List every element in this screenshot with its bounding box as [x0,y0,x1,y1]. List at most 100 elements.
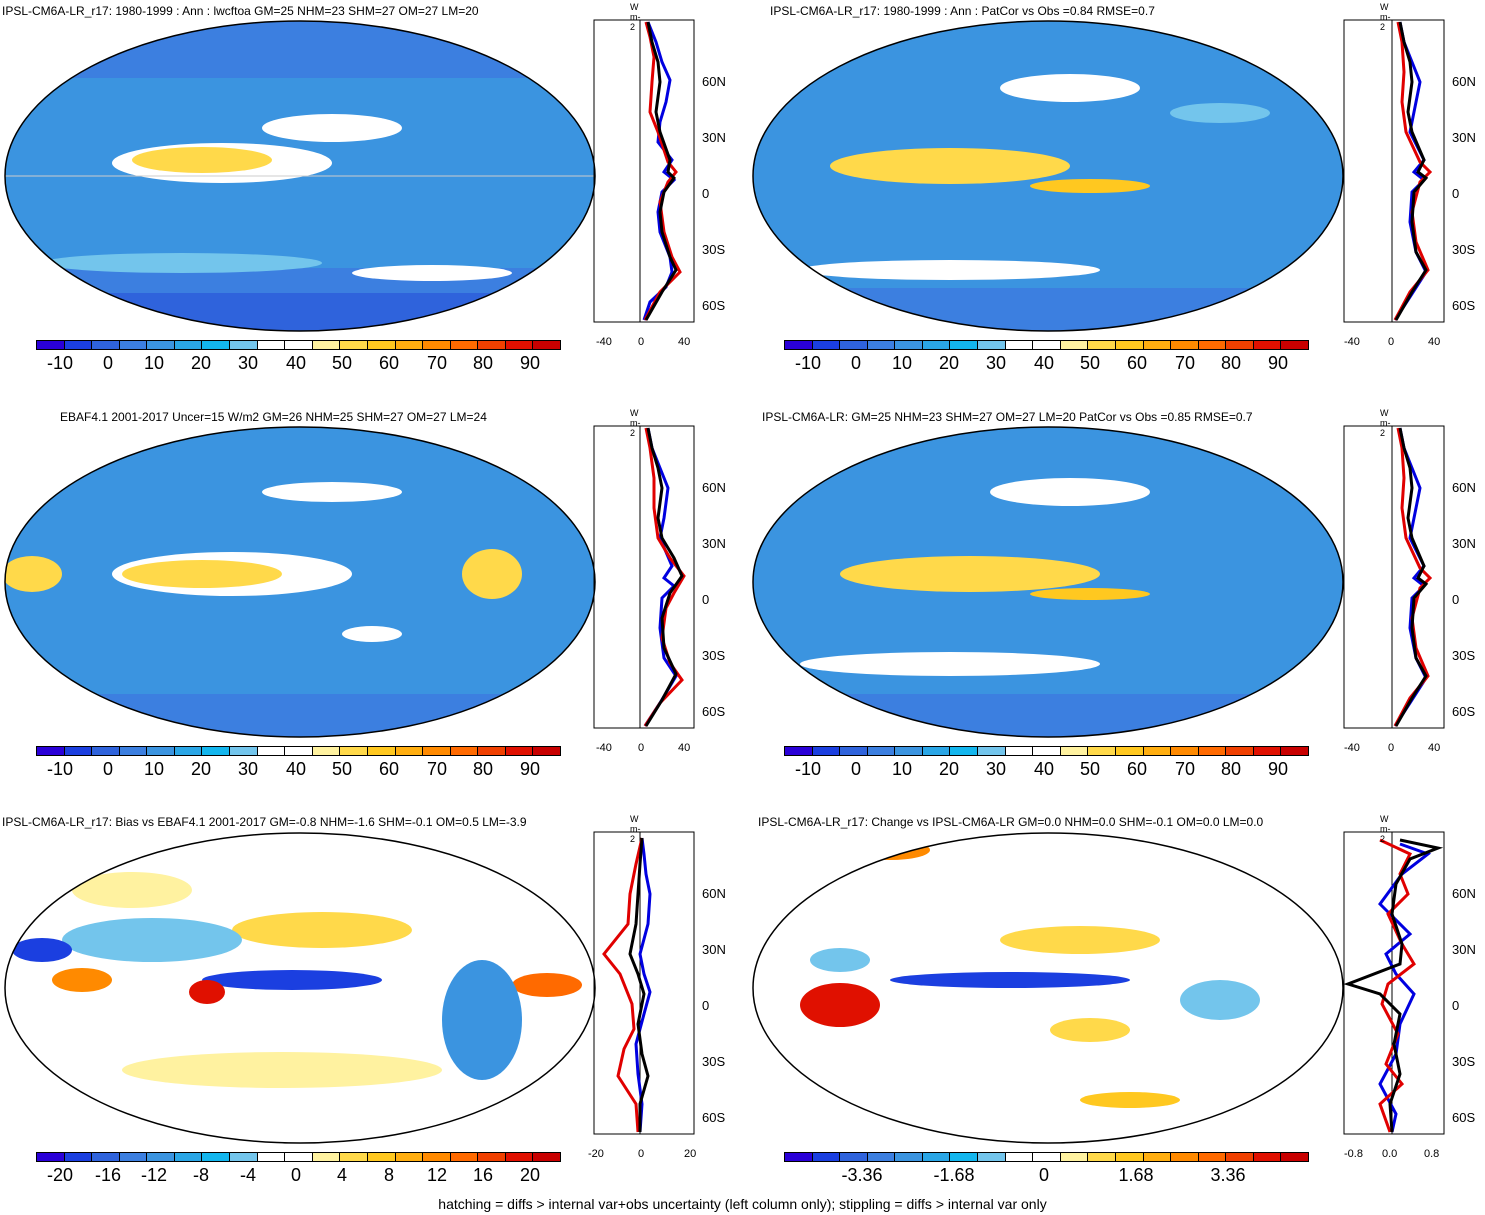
colorbar-swatch [533,1153,560,1161]
zm-yticks: 60N 30N 0 30S 60S [702,866,726,1146]
cbar-label: -1.68 [933,1165,975,1185]
panel-title: EBAF4.1 2001-2017 Uncer=15 W/m2 GM=26 NH… [60,410,487,424]
ytick: 60S [702,1110,726,1125]
map-bias-vs-ebaf [4,832,596,1144]
colorbar-swatch [1281,747,1308,755]
colorbar-swatch [922,341,951,349]
colorbar-swatch [119,1153,148,1161]
cbar-label: -4 [239,1165,257,1185]
colorbar-swatch [1198,341,1227,349]
colorbar-swatch [64,747,93,755]
cbar-label: -20 [46,1165,74,1185]
colorbar-swatch [285,1153,313,1161]
cbar-label: 70 [1174,759,1196,779]
ytick: 60N [1452,480,1476,495]
colorbar-swatch [895,1153,923,1161]
colorbar-swatch [922,1153,951,1161]
colorbar-swatch [257,747,286,755]
colorbar [36,1152,561,1162]
colorbar-swatch [1226,1153,1254,1161]
colorbar-swatch [922,747,951,755]
ytick: 60N [1452,74,1476,89]
xtick: 20 [684,1148,697,1160]
cbar-label: 16 [472,1165,494,1185]
xtick: 0 [638,336,645,348]
colorbar-swatch [367,1153,396,1161]
colorbar-swatch [867,1153,896,1161]
ytick: 0 [1452,998,1460,1013]
colorbar-swatch [202,1153,231,1161]
ytick: 30N [1452,130,1476,145]
cbar-label: 40 [285,353,307,373]
cbar-label: 30 [985,759,1007,779]
colorbar-swatch [395,747,424,755]
colorbar-swatch [978,747,1006,755]
colorbar-swatch [1033,747,1061,755]
xtick: -40 [596,336,612,348]
zm-unit: W m-2 [1380,408,1391,438]
zm-yticks: 60N 30N 0 30S 60S [702,54,726,334]
cbar-label: 0 [102,353,114,373]
colorbar-swatch [1198,747,1227,755]
colorbar-swatch [1005,341,1034,349]
ytick: 0 [702,592,710,607]
colorbar-swatch [840,1153,868,1161]
cbar-label: 20 [938,353,960,373]
colorbar-swatch [423,1153,451,1161]
colorbar-swatch [312,747,341,755]
cbar-label: 90 [1267,759,1289,779]
cbar-label: 60 [1126,759,1148,779]
colorbar-swatch [340,1153,368,1161]
colorbar-swatch [950,747,979,755]
cbar-label: 10 [143,353,165,373]
ytick: 30S [702,648,726,663]
cbar-label: 40 [1033,759,1055,779]
colorbar-swatch [1226,747,1254,755]
zonal-mean-plot [1343,19,1445,323]
cbar-label: -10 [794,353,822,373]
cbar-label: -8 [192,1165,210,1185]
colorbar-swatch [978,1153,1006,1161]
cbar-label: 50 [331,759,353,779]
cbar-label: 50 [1079,759,1101,779]
colorbar-swatch [1171,1153,1199,1161]
ytick: 30N [702,130,726,145]
cbar-label: 20 [519,1165,541,1185]
zm-yticks: 60N 30N 0 30S 60S [1452,866,1476,1146]
ytick: 30S [702,242,726,257]
ytick: 30N [1452,942,1476,957]
cbar-label: 0 [850,759,862,779]
ytick: 30S [1452,648,1476,663]
cbar-label: 0 [850,353,862,373]
colorbar-swatch [1143,1153,1172,1161]
cbar-label: 40 [1033,353,1055,373]
panel-title: IPSL-CM6A-LR_r17: 1980-1999 : Ann : PatC… [770,4,1155,18]
cbar-label: -12 [140,1165,168,1185]
map-lwcf-ebaf [4,426,596,738]
colorbar-swatch [1198,1153,1227,1161]
colorbar-swatch [867,341,896,349]
panel-title: IPSL-CM6A-LR: GM=25 NHM=23 SHM=27 OM=27 … [762,410,1253,424]
ytick: 0 [1452,186,1460,201]
ytick: 60S [702,704,726,719]
colorbar-swatch [257,1153,286,1161]
colorbar-swatch [230,1153,258,1161]
colorbar-swatch [367,341,396,349]
colorbar-swatch [340,747,368,755]
cbar-label: 80 [472,759,494,779]
colorbar-swatch [450,341,479,349]
xtick: 0 [1388,742,1395,754]
zm-unit: W m-2 [630,408,641,438]
colorbar [784,340,1309,350]
cbar-label: 80 [472,353,494,373]
cbar-label: 60 [378,759,400,779]
colorbar-swatch [92,747,120,755]
colorbar-swatch [478,1153,506,1161]
colorbar-swatch [202,747,231,755]
xtick: 40 [678,742,691,754]
ytick: 60N [702,886,726,901]
ytick: 60N [702,480,726,495]
zonal-mean-plot [1343,425,1445,729]
panel-title: IPSL-CM6A-LR_r17: 1980-1999 : Ann : lwcf… [2,4,479,18]
colorbar-swatch [1060,747,1089,755]
